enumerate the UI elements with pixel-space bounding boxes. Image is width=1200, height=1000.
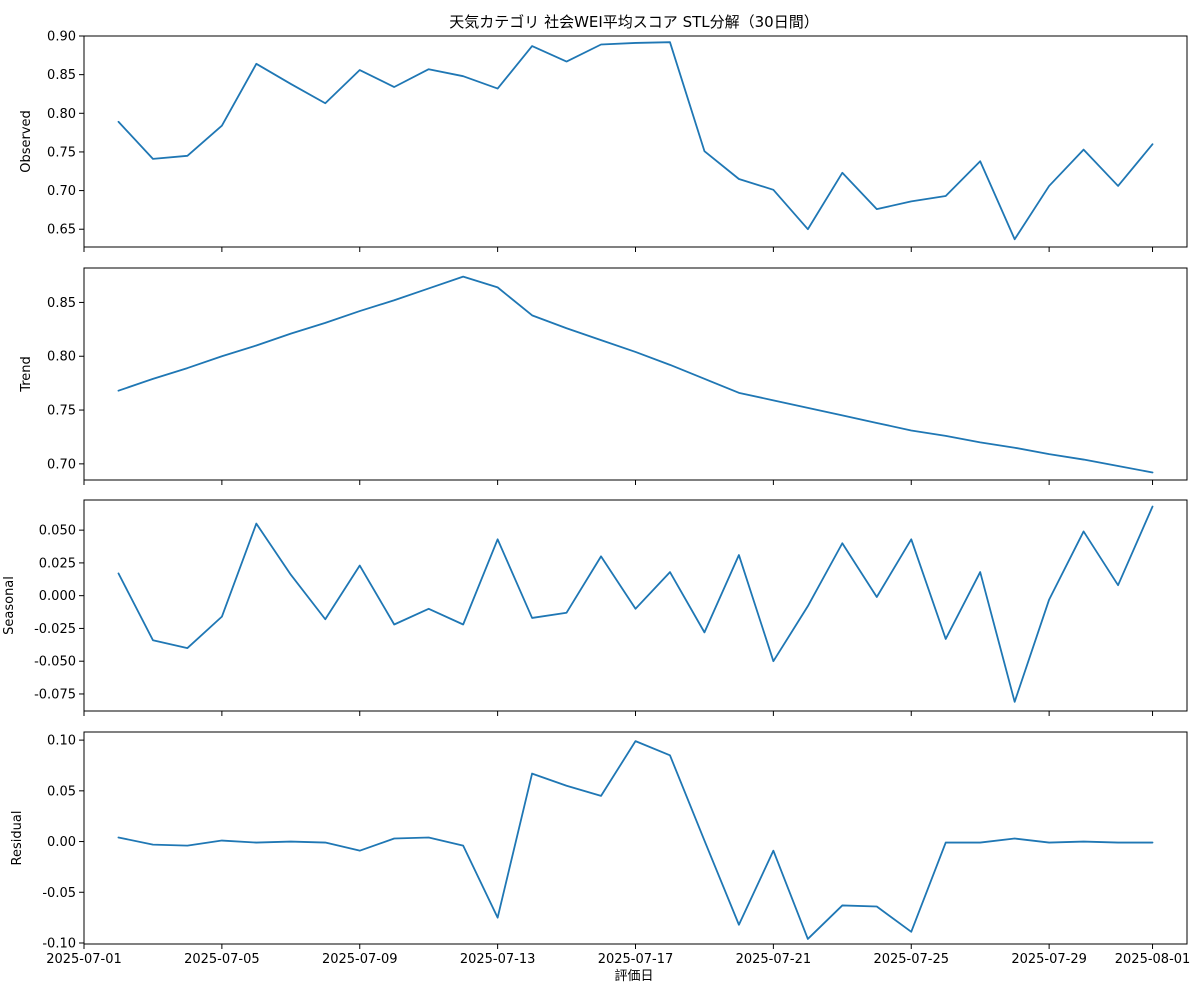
y-tick-label: 0.050: [39, 524, 76, 539]
chart-title: 天気カテゴリ 社会WEI平均スコア STL分解（30日間）: [449, 13, 818, 31]
x-tick-label: 2025-07-25: [873, 952, 949, 967]
panel-trend: 0.70 0.75 0.80 0.85 Trend: [19, 267, 1188, 485]
x-tick-label: 2025-07-13: [460, 952, 536, 967]
y-tick-label: 0.85: [47, 68, 76, 83]
y-tick-label: -0.075: [34, 687, 76, 702]
panel-seasonal: 0.050 0.025 0.000 -0.025 -0.050 -0.075 Seasona…: [2, 499, 1188, 716]
series-line-observed: [117, 41, 1154, 241]
x-tick-label: 2025-07-09: [322, 952, 398, 967]
series-line-trend: [117, 275, 1154, 474]
y-tick-label: 0.85: [47, 296, 76, 311]
series-line-residual: [117, 740, 1154, 940]
y-tick-label: -0.05: [42, 886, 76, 901]
y-axis-label-seasonal: Seasonal: [2, 576, 17, 635]
y-tick-label: -0.050: [34, 655, 76, 670]
y-tick-label: 0.75: [47, 145, 76, 160]
y-tick-label: 0.000: [39, 589, 76, 604]
panels-group: 0.65 0.70 0.75 0.80 0.85 0.90 Observed 0.70 0.75…: [2, 30, 1190, 968]
y-tick-label: 0.80: [47, 350, 76, 365]
x-tick-label: 2025-08-01: [1115, 952, 1191, 967]
y-tick-label: 0.90: [47, 30, 76, 45]
y-tick-label: 0.80: [47, 107, 76, 122]
panel-observed: 0.65 0.70 0.75 0.80 0.85 0.90 Observed: [19, 30, 1188, 252]
y-tick-label: 0.05: [47, 784, 76, 799]
y-tick-label: 0.70: [47, 457, 76, 472]
x-axis-label: 評価日: [614, 969, 653, 984]
x-tick-label: 2025-07-21: [736, 952, 812, 967]
y-tick-label: 0.75: [47, 404, 76, 419]
y-tick-label: 0.65: [47, 223, 76, 238]
x-tick-label: 2025-07-17: [598, 952, 674, 967]
y-tick-label: 0.10: [47, 734, 76, 749]
y-axis-label-observed: Observed: [19, 110, 34, 173]
x-tick-label: 2025-07-29: [1011, 952, 1087, 967]
series-line-seasonal: [117, 505, 1154, 703]
y-axis-label-residual: Residual: [10, 811, 25, 866]
y-tick-label: 0.025: [39, 556, 76, 571]
x-tick-label: 2025-07-05: [184, 952, 260, 967]
y-axis-label-trend: Trend: [19, 356, 34, 393]
y-tick-label: -0.10: [42, 936, 76, 951]
y-tick-label: -0.025: [34, 622, 76, 637]
y-tick-label: 0.70: [47, 184, 76, 199]
y-tick-label: 0.00: [47, 835, 76, 850]
x-tick-label: 2025-07-01: [46, 952, 122, 967]
